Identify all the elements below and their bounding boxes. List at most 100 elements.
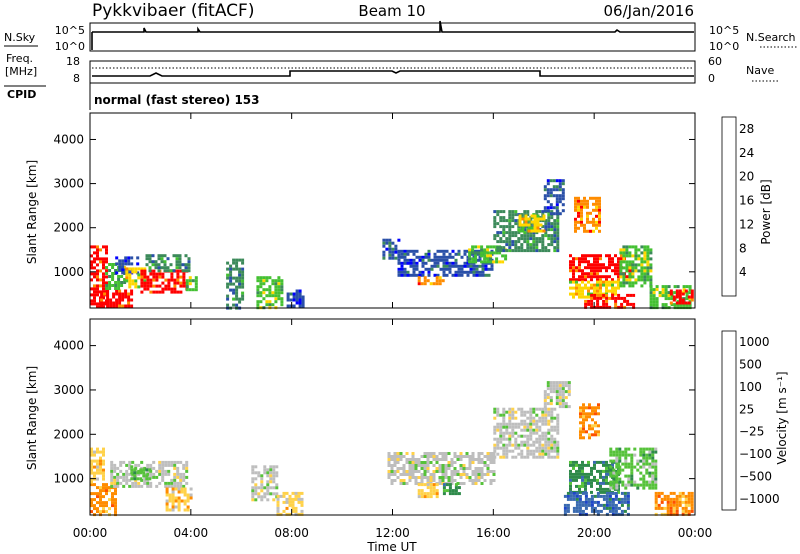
velocity-cell xyxy=(611,509,615,513)
power-cell xyxy=(400,264,404,268)
freq-tick-bottom: 8 xyxy=(73,72,80,85)
power-cell xyxy=(505,225,509,229)
power-cell xyxy=(118,292,122,296)
velocity-cell xyxy=(474,467,478,470)
power-cell xyxy=(561,191,565,195)
power-cell xyxy=(185,279,189,283)
velocity-cell xyxy=(266,480,270,484)
power-cell xyxy=(109,304,113,308)
velocity-cell xyxy=(182,466,186,470)
power-cell xyxy=(102,275,105,279)
power-cell xyxy=(499,249,503,253)
power-cell xyxy=(115,304,119,308)
power-cell xyxy=(460,255,464,259)
power-cell xyxy=(274,297,278,301)
velocity-cell xyxy=(666,509,670,513)
velocity-cell xyxy=(420,492,424,496)
power-cell xyxy=(499,240,503,244)
velocity-cell xyxy=(651,480,655,484)
velocity-cell xyxy=(599,475,602,479)
power-cell xyxy=(688,288,692,292)
velocity-cell xyxy=(535,449,539,453)
power-cell xyxy=(131,270,135,274)
velocity-cell xyxy=(480,458,484,461)
velocity-cell xyxy=(514,440,518,444)
velocity-cell xyxy=(544,410,548,414)
power-cell xyxy=(164,287,168,291)
velocity-cell xyxy=(435,470,439,473)
power-cell xyxy=(602,293,606,297)
power-cell xyxy=(403,249,407,253)
velocity-cell xyxy=(90,459,93,463)
velocity-cell xyxy=(161,472,165,476)
power-cell xyxy=(649,251,653,255)
power-cell xyxy=(394,256,398,260)
power-cell xyxy=(533,220,537,224)
power-cell xyxy=(538,219,542,223)
velocity-cell xyxy=(125,463,129,467)
velocity-cell xyxy=(465,467,469,470)
velocity-cell xyxy=(549,402,553,406)
power-cell xyxy=(511,243,515,247)
power-cell xyxy=(403,255,407,259)
power-cell xyxy=(578,260,581,264)
velocity-cell xyxy=(579,436,582,440)
velocity-cell xyxy=(620,491,624,495)
velocity-cell xyxy=(465,455,469,458)
velocity-cell xyxy=(550,440,554,444)
power-cell xyxy=(587,275,590,279)
power-cell xyxy=(535,231,539,235)
velocity-cell xyxy=(170,481,174,485)
power-cell xyxy=(484,267,488,271)
power-cell xyxy=(632,305,636,309)
power-cell xyxy=(544,219,548,223)
power-cell xyxy=(131,279,135,283)
power-cell xyxy=(502,234,506,238)
velocity-cell xyxy=(541,431,545,435)
power-cell xyxy=(179,275,183,279)
power-cell xyxy=(241,276,245,280)
velocity-cell xyxy=(520,407,524,411)
velocity-cell xyxy=(572,497,576,501)
velocity-cell xyxy=(578,490,581,494)
velocity-cell xyxy=(263,471,267,475)
velocity-cell xyxy=(550,434,554,438)
power-cell xyxy=(620,296,624,300)
velocity-cell xyxy=(508,449,512,453)
power-cell xyxy=(643,269,647,273)
velocity-cell xyxy=(90,450,93,454)
power-cell xyxy=(577,202,580,206)
velocity-cell xyxy=(489,470,493,473)
power-cell xyxy=(241,294,245,298)
power-cell xyxy=(685,303,689,307)
velocity-cell xyxy=(624,447,628,451)
velocity-cell xyxy=(408,470,412,473)
power-cell xyxy=(277,297,281,301)
power-cell xyxy=(167,284,171,288)
velocity-cell xyxy=(102,486,105,490)
power-cell xyxy=(131,282,135,286)
power-cell xyxy=(527,223,531,227)
velocity-cell xyxy=(502,446,506,450)
power-cell xyxy=(127,301,131,305)
velocity-cell xyxy=(614,469,617,473)
power-cell xyxy=(578,278,581,282)
velocity-cell xyxy=(523,428,527,432)
power-cell xyxy=(265,300,269,304)
velocity-cell xyxy=(451,492,455,496)
power-cell xyxy=(687,295,691,299)
power-cell xyxy=(550,240,554,244)
power-cell xyxy=(238,297,242,301)
power-cell xyxy=(478,264,482,268)
power-cell xyxy=(611,278,614,282)
velocity-cell xyxy=(621,483,625,487)
power-cell xyxy=(536,226,540,230)
power-cell xyxy=(280,279,284,283)
velocity-cell xyxy=(615,459,619,463)
velocity-cell xyxy=(648,447,652,451)
velocity-cell xyxy=(251,465,255,469)
power-cell xyxy=(631,266,635,270)
power-cell xyxy=(575,283,578,287)
power-cell xyxy=(583,229,586,233)
power-cell xyxy=(163,260,167,264)
